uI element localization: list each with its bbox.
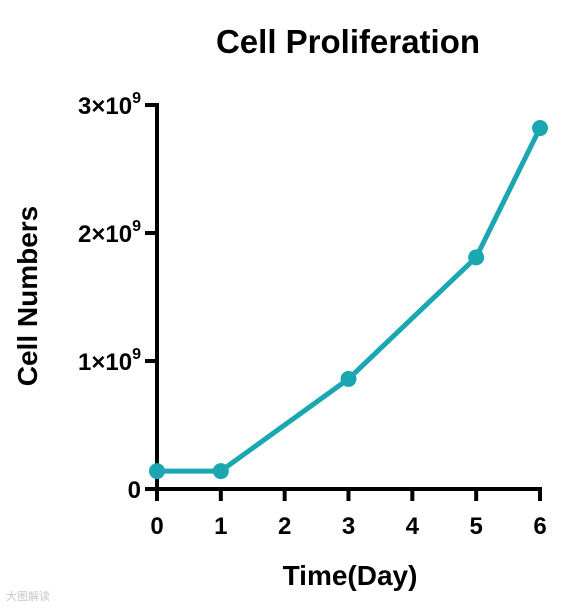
data-point xyxy=(149,463,165,480)
axes xyxy=(155,103,542,491)
y-tick-exponent: 9 xyxy=(132,90,141,107)
x-tick-label: 1 xyxy=(214,513,227,540)
data-point xyxy=(212,463,229,480)
x-tick-label: 5 xyxy=(469,513,482,540)
y-tick-label: 1×109 xyxy=(78,346,141,376)
x-tick-label: 6 xyxy=(533,513,546,540)
series-group xyxy=(149,120,548,480)
y-tick-mantissa: 1×10 xyxy=(78,349,132,376)
y-tick-mantissa: 0 xyxy=(128,477,141,504)
y-tick-exponent: 9 xyxy=(132,218,141,235)
y-tick-exponent: 9 xyxy=(132,346,141,363)
chart-title: Cell Proliferation xyxy=(216,23,480,60)
y-tick-label: 3×109 xyxy=(78,90,141,120)
y-axis-label: Cell Numbers xyxy=(12,206,43,387)
y-tick-label: 2×109 xyxy=(78,218,141,248)
y-tick-label: 0 xyxy=(128,477,141,504)
data-point xyxy=(340,370,357,387)
data-point xyxy=(532,120,548,137)
x-axis-label: Time(Day) xyxy=(283,560,418,591)
x-tick-label: 3 xyxy=(342,513,355,540)
y-tick-mantissa: 3×10 xyxy=(78,93,132,120)
series-line xyxy=(157,126,543,474)
data-point xyxy=(468,249,485,266)
y-tick-mantissa: 2×10 xyxy=(78,221,132,248)
x-tick-label: 2 xyxy=(278,513,291,540)
x-tick-label: 0 xyxy=(150,513,163,540)
x-tick-label: 4 xyxy=(406,513,420,540)
watermark: 大图解读 xyxy=(6,590,50,603)
